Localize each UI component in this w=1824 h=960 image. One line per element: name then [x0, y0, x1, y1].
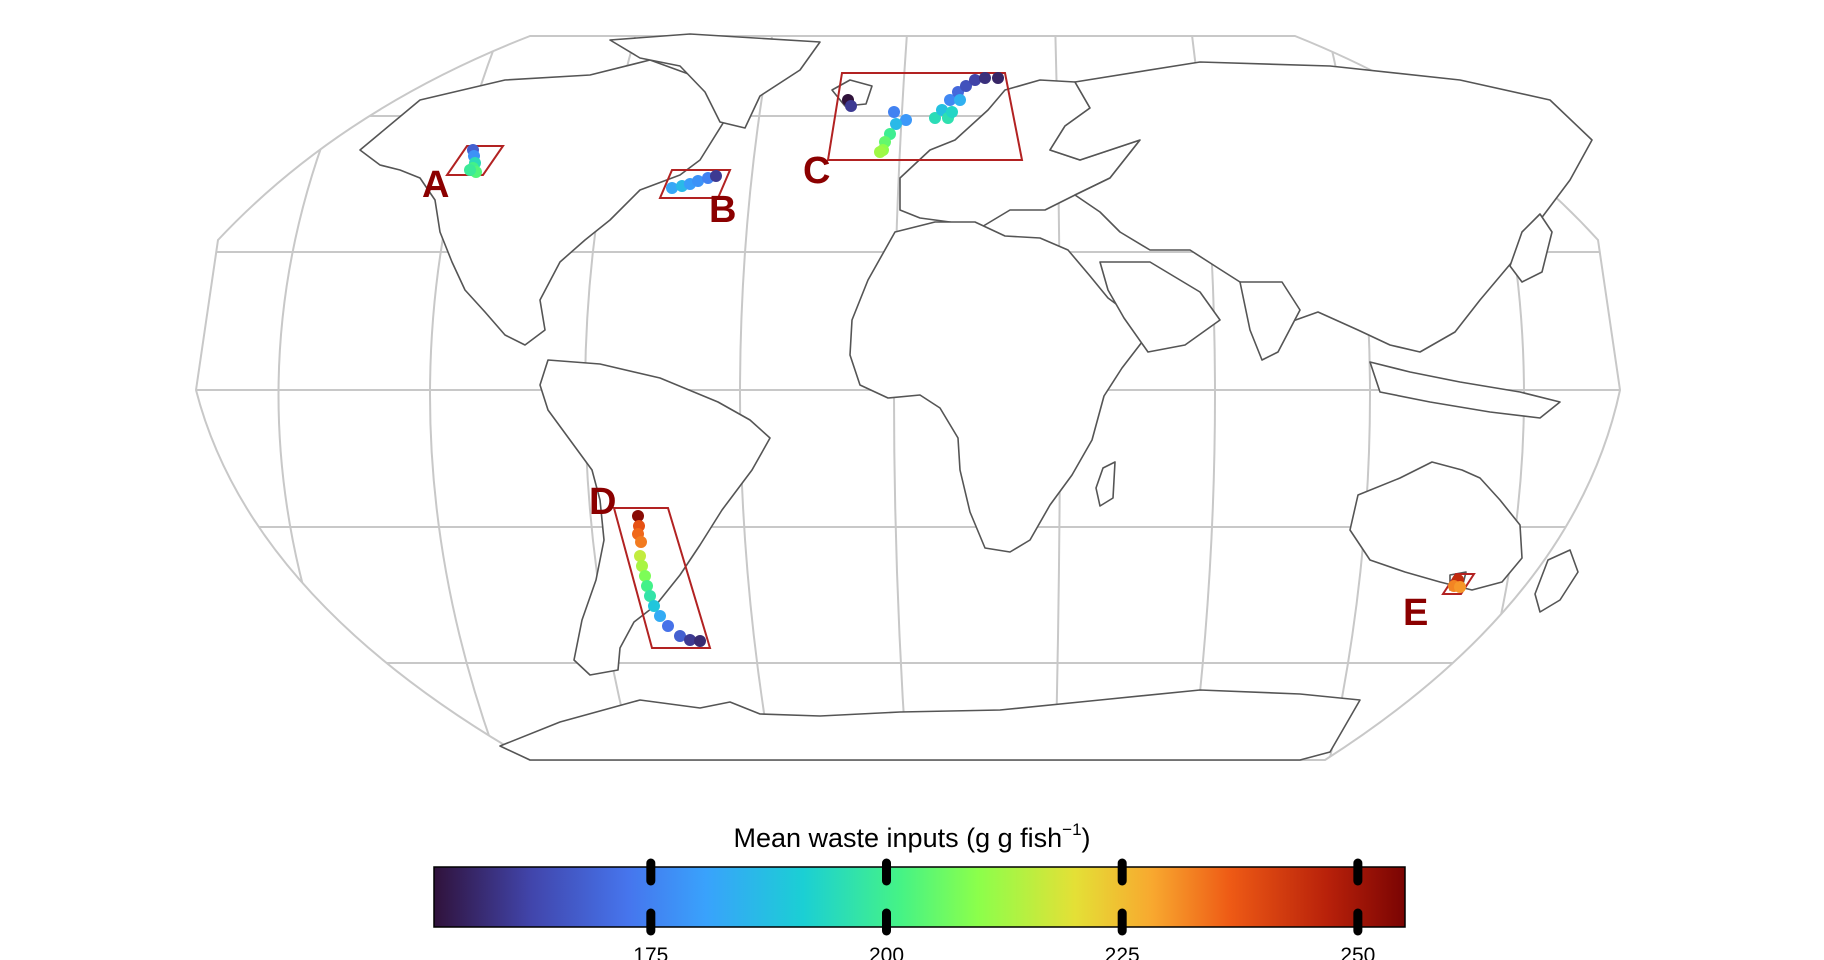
colorbar-legend: Mean waste inputs (g g fish−1) 175 200 225…	[433, 820, 1406, 960]
japan	[1509, 213, 1553, 283]
colorbar-tick-label: 200	[869, 944, 904, 960]
farm-site-point	[979, 72, 991, 84]
world-map: A B C D E	[194, 33, 1622, 761]
colorbar-tick-label: 175	[633, 944, 668, 960]
farm-site-point	[992, 72, 1004, 84]
greenland	[609, 33, 821, 129]
colorbar	[433, 866, 1406, 928]
north-america	[359, 59, 726, 346]
region-box-d	[612, 507, 712, 649]
farm-site-point	[845, 100, 857, 112]
farm-site-point	[632, 510, 644, 522]
colorbar-tick-label: 250	[1340, 944, 1375, 960]
iceland	[831, 79, 873, 107]
region-box-c	[826, 72, 1024, 161]
region-label-b: B	[709, 189, 736, 231]
new-zealand	[1534, 549, 1579, 613]
farm-site-point	[639, 570, 651, 582]
farm-site-point	[1454, 581, 1466, 593]
region-label-d: D	[589, 481, 616, 523]
farm-site-point	[946, 106, 958, 118]
land-masses	[359, 33, 1593, 761]
farm-site-point	[635, 536, 647, 548]
farm-site-point	[464, 164, 476, 176]
legend-title: Mean waste inputs (g g fish−1)	[733, 820, 1090, 853]
farm-site-point	[636, 560, 648, 572]
colorbar-tick-label: 225	[1105, 944, 1140, 960]
farm-site-point	[694, 635, 706, 647]
india	[1239, 281, 1301, 361]
farm-site-point	[890, 118, 902, 130]
southeast-asia-islands	[1369, 361, 1561, 419]
farm-site-point	[648, 600, 660, 612]
farm-site-point	[710, 170, 722, 182]
madagascar	[1095, 461, 1116, 507]
farm-site-point	[684, 634, 696, 646]
colorbar-ticks: 175 200 225 250	[633, 858, 1375, 960]
antarctica	[499, 689, 1361, 761]
region-label-a: A	[422, 164, 449, 206]
farm-site-point	[641, 580, 653, 592]
region-box-a	[445, 145, 505, 176]
farm-site-point	[662, 620, 674, 632]
farm-site-point	[874, 146, 886, 158]
farm-site-point	[969, 74, 981, 86]
farm-site-point	[929, 112, 941, 124]
region-box-e	[1441, 573, 1476, 595]
region-label-e: E	[1403, 592, 1428, 634]
farm-site-point	[674, 630, 686, 642]
australia	[1349, 461, 1523, 591]
farm-site-point	[634, 550, 646, 562]
farm-site-point	[954, 94, 966, 106]
south-america	[539, 359, 771, 676]
farm-site-point	[666, 182, 678, 194]
africa	[849, 221, 1143, 553]
farm-site-point	[900, 114, 912, 126]
farm-site-point	[944, 94, 956, 106]
farm-site-point	[888, 106, 900, 118]
farm-site-point	[644, 590, 656, 602]
farm-site-point	[654, 610, 666, 622]
waste-input-points	[464, 72, 1466, 647]
farm-site-point	[960, 80, 972, 92]
region-label-c: C	[803, 150, 830, 192]
region-box-b	[658, 169, 732, 199]
farm-site-point	[692, 175, 704, 187]
region-boxes	[445, 72, 1476, 649]
arabia	[1099, 261, 1221, 353]
